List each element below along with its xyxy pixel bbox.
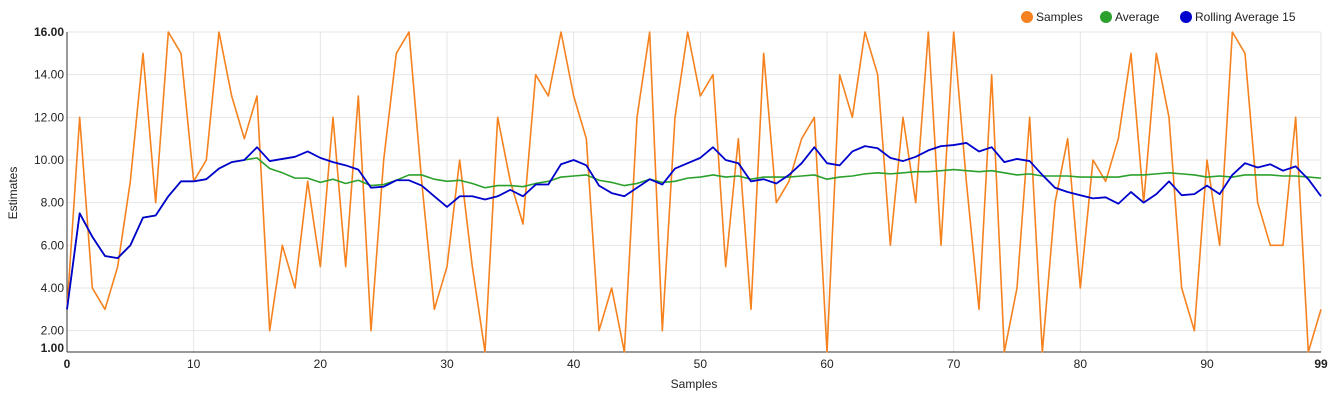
legend-item-samples[interactable]: Samples <box>1021 10 1083 24</box>
y-tick-label: 12.00 <box>34 110 64 124</box>
x-tick-label: 40 <box>567 357 581 371</box>
y-tick-label: 8.00 <box>41 196 65 210</box>
legend-label: Samples <box>1036 10 1083 24</box>
y-axis-title: Estimates <box>6 167 20 220</box>
y-tick-label: 10.00 <box>34 153 64 167</box>
legend-marker <box>1021 11 1033 23</box>
x-tick-label: 70 <box>947 357 961 371</box>
x-tick-label: 90 <box>1200 357 1214 371</box>
legend-label: Rolling Average 15 <box>1195 10 1296 24</box>
x-axis-ticks: 0 10 20 30 40 50 60 70 80 90 99 <box>64 357 1328 371</box>
x-tick-label: 0 <box>64 357 71 371</box>
y-tick-label: 16.00 <box>34 25 64 39</box>
legend-marker <box>1100 11 1112 23</box>
x-tick-label: 60 <box>820 357 834 371</box>
legend-label: Average <box>1115 10 1160 24</box>
legend-marker <box>1180 11 1192 23</box>
series-line-rolling-average-15 <box>66 142 1322 310</box>
x-tick-label: 80 <box>1074 357 1088 371</box>
y-axis-ticks: 1.00 2.00 4.00 6.00 8.00 10.00 12.00 14.00 16.00 <box>34 25 64 355</box>
x-tick-label: 50 <box>694 357 708 371</box>
legend-item-rolling-average-15[interactable]: Rolling Average 15 <box>1180 10 1296 24</box>
x-tick-label: 10 <box>187 357 201 371</box>
y-tick-label: 1.00 <box>41 341 65 355</box>
series-line-average <box>66 157 1322 310</box>
y-tick-label: 4.00 <box>41 281 65 295</box>
series-line-samples <box>66 31 1322 353</box>
x-tick-label: 20 <box>314 357 328 371</box>
x-axis-title: Samples <box>671 377 718 391</box>
legend: Samples Average Rolling Average 15 <box>1021 10 1296 24</box>
legend-item-average[interactable]: Average <box>1100 10 1160 24</box>
y-tick-label: 14.00 <box>34 68 64 82</box>
y-tick-label: 2.00 <box>41 324 65 338</box>
x-tick-label: 99 <box>1314 357 1328 371</box>
series-lines <box>66 31 1322 353</box>
y-tick-label: 6.00 <box>41 238 65 252</box>
x-tick-label: 30 <box>440 357 454 371</box>
